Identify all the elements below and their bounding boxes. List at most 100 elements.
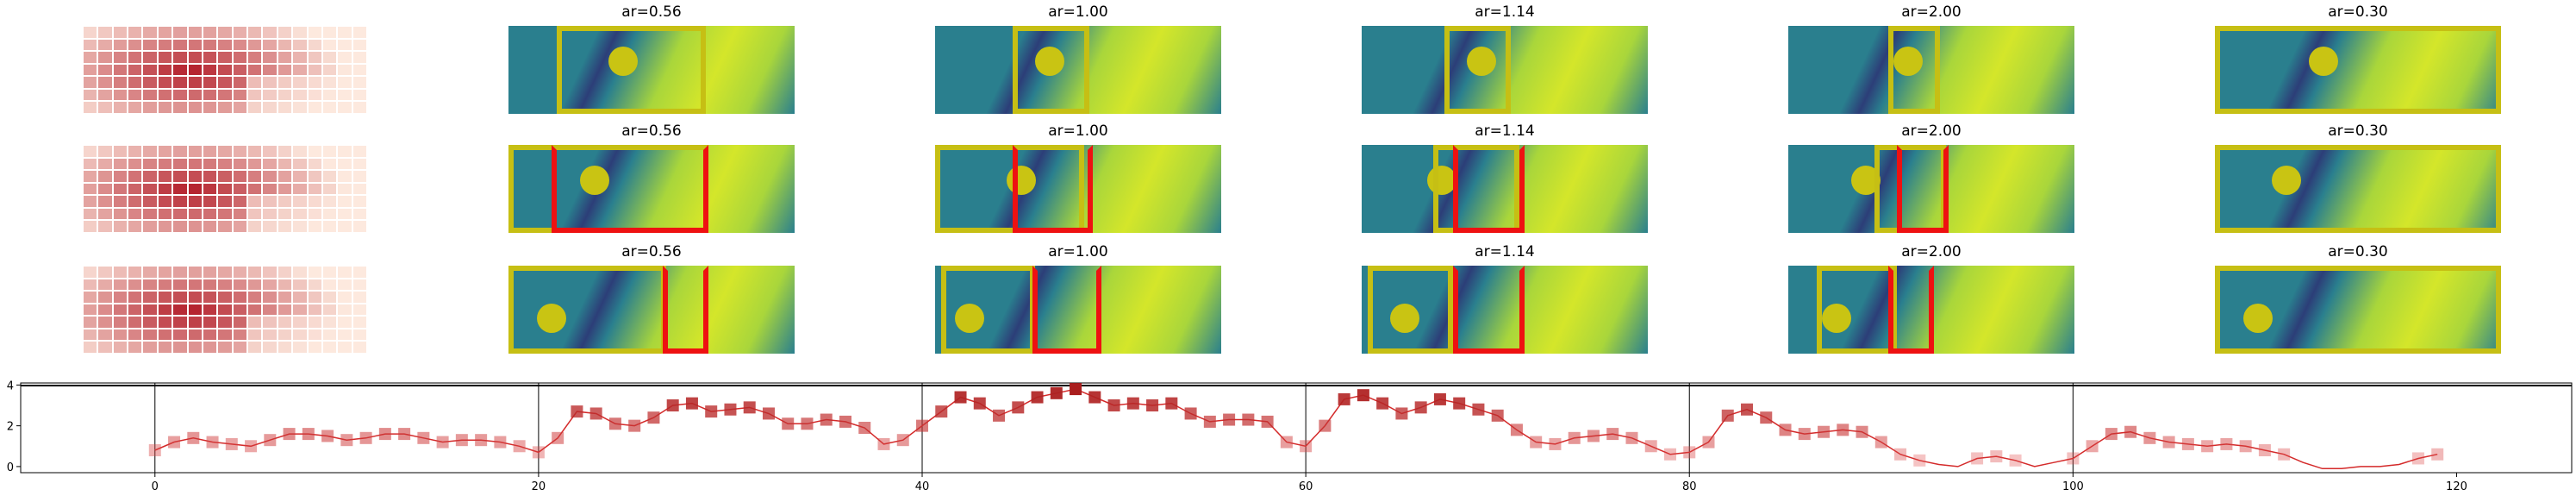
data-point xyxy=(782,417,795,430)
data-point xyxy=(2278,448,2291,461)
data-point xyxy=(1280,436,1293,449)
data-point xyxy=(628,419,641,432)
heatmap-cell xyxy=(112,195,128,208)
heatmap-cell xyxy=(307,170,322,183)
heatmap-cell xyxy=(202,157,218,171)
scene-image xyxy=(1788,26,2074,114)
scene-image xyxy=(935,145,1221,233)
data-point xyxy=(954,391,967,404)
target-dot xyxy=(954,304,984,334)
data-point xyxy=(1625,431,1638,444)
image-panel: ar=1.00 xyxy=(935,3,1221,114)
data-point xyxy=(839,415,851,428)
heatmap-cell xyxy=(321,316,338,329)
heatmap-cell xyxy=(97,76,113,89)
heatmap-cell xyxy=(97,157,113,171)
data-point xyxy=(571,405,583,418)
heatmap-cell xyxy=(157,38,173,52)
heatmap-icon xyxy=(83,266,367,354)
heatmap-cell xyxy=(262,170,278,183)
heatmap-cell xyxy=(292,328,308,342)
heatmap-cell xyxy=(337,266,352,279)
heatmap-cell xyxy=(202,51,218,64)
heatmap-cell xyxy=(292,207,308,221)
heatmap-cell xyxy=(97,195,113,208)
plot-frame xyxy=(20,382,2573,474)
data-point xyxy=(1683,446,1696,459)
heatmap-cell xyxy=(128,328,143,342)
heatmap-cell xyxy=(292,182,308,196)
heatmap-cell xyxy=(277,63,293,77)
heatmap-cell xyxy=(352,316,367,329)
heatmap-cell xyxy=(277,266,293,279)
heatmap-cell xyxy=(232,316,248,329)
image-panel: ar=1.14 xyxy=(1362,243,1648,354)
heatmap-cell xyxy=(112,26,128,39)
x-tick-label: 0 xyxy=(152,480,159,493)
heatmap-cell xyxy=(247,63,263,77)
heatmap-cell xyxy=(262,51,278,64)
image-panel: ar=1.00 xyxy=(935,243,1221,354)
heatmap-cell xyxy=(142,63,158,77)
panel-title: ar=0.30 xyxy=(2328,122,2388,140)
heatmap-cell xyxy=(307,328,322,342)
heatmap-cell xyxy=(321,157,338,171)
heatmap-cell xyxy=(277,26,293,39)
x-tick-label: 120 xyxy=(2446,480,2467,493)
data-point xyxy=(340,434,353,447)
data-point xyxy=(743,401,756,414)
heatmap-cell xyxy=(232,278,248,292)
heatmap-cell xyxy=(352,182,367,196)
heatmap-cell xyxy=(187,291,203,304)
heatmap-cell xyxy=(217,145,233,158)
image-panel: ar=0.56 xyxy=(508,3,795,114)
proposal-box xyxy=(2215,145,2501,233)
heatmap-cell xyxy=(321,328,338,342)
heatmap-cell xyxy=(128,63,143,77)
heatmap-cell xyxy=(172,157,188,171)
data-point xyxy=(1874,436,1887,449)
heatmap-cell xyxy=(262,157,278,171)
heatmap-cell xyxy=(217,76,233,89)
heatmap-cell xyxy=(247,170,263,183)
heatmap-cell xyxy=(352,157,367,171)
data-point xyxy=(1798,428,1811,441)
heatmap-cell xyxy=(277,101,293,114)
data-point xyxy=(858,422,871,434)
panel-title: ar=1.00 xyxy=(1048,3,1108,21)
heatmap-cell xyxy=(172,76,188,89)
heatmap-cell xyxy=(97,101,113,114)
heatmap-cell xyxy=(307,38,322,52)
data-point xyxy=(302,428,315,441)
heatmap-cell xyxy=(142,341,158,354)
heatmap-cell xyxy=(307,195,322,208)
heatmap-cell xyxy=(83,316,98,329)
heatmap-cell xyxy=(83,303,98,317)
heatmap-cell xyxy=(247,76,263,89)
heatmap-cell xyxy=(292,341,308,354)
image-panel: ar=1.00 xyxy=(935,122,1221,233)
data-point xyxy=(1568,431,1581,444)
series-line xyxy=(154,388,2438,470)
heatmap-cell xyxy=(337,328,352,342)
heatmap-cell xyxy=(202,266,218,279)
heatmap-cell xyxy=(292,63,308,77)
data-point xyxy=(245,440,258,453)
data-point xyxy=(1818,425,1831,438)
selected-box xyxy=(1453,145,1525,233)
heatmap-cell xyxy=(202,63,218,77)
heatmap-cell xyxy=(128,101,143,114)
data-point xyxy=(378,428,391,441)
data-point xyxy=(321,430,334,442)
heatmap-cell xyxy=(321,38,338,52)
data-point xyxy=(225,437,238,450)
data-point xyxy=(1644,440,1657,453)
heatmap-cell xyxy=(321,26,338,39)
heatmap-cell xyxy=(352,145,367,158)
heatmap-cell xyxy=(187,316,203,329)
heatmap-cell xyxy=(172,88,188,102)
heatmap-cell xyxy=(157,220,173,233)
heatmap-cell xyxy=(247,303,263,317)
heatmap-cell xyxy=(128,303,143,317)
data-point xyxy=(168,436,181,449)
